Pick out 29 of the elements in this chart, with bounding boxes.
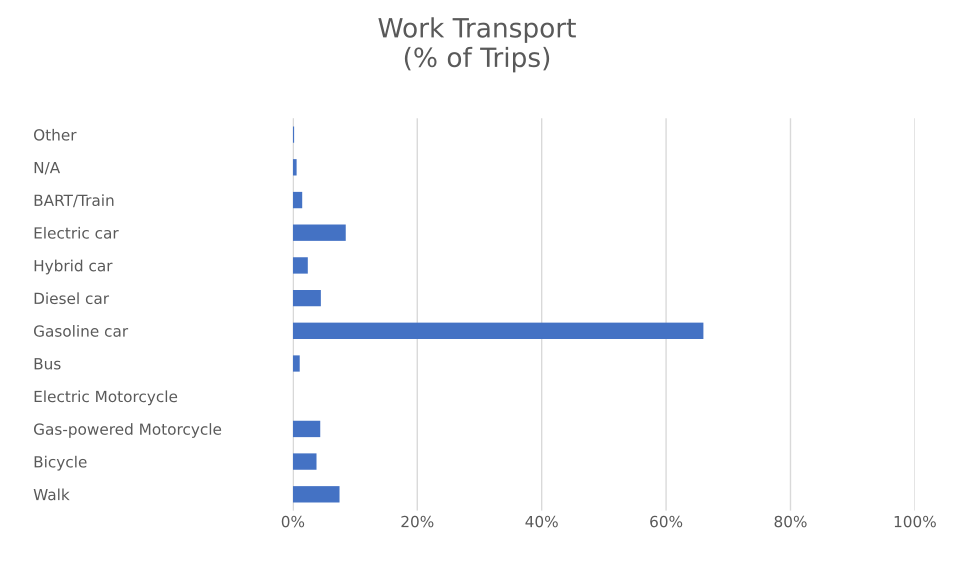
bar — [292, 192, 302, 208]
x-tick-label: 100% — [894, 516, 936, 528]
bar — [292, 322, 704, 339]
x-tick-label: 40% — [525, 516, 558, 528]
x-tick-label: 0% — [282, 516, 304, 528]
bar — [292, 486, 340, 502]
y-tick-label: Gas-powered Motorcycle — [34, 423, 222, 438]
y-tick-label: N/A — [34, 162, 60, 175]
y-tick-label: Hybrid car — [34, 260, 113, 274]
bar — [292, 453, 317, 470]
y-tick-label: Walk — [34, 488, 70, 500]
y-tick-label: Bicycle — [34, 456, 87, 471]
y-tick-label: Bus — [34, 358, 61, 370]
chart-title: Work Transport (% of Trips) — [378, 17, 576, 72]
y-tick-label: Gasoline car — [34, 325, 128, 337]
y-tick-label: Electric car — [34, 226, 119, 239]
bar — [292, 420, 320, 438]
bar — [292, 224, 346, 241]
bar — [292, 159, 297, 176]
x-tick-label: 80% — [774, 516, 807, 528]
y-tick-label: Electric Motorcycle — [34, 390, 178, 406]
bar — [292, 355, 300, 372]
y-tick-label: BART/Train — [34, 194, 114, 208]
bar — [292, 290, 321, 306]
y-tick-label: Other — [34, 128, 77, 141]
y-tick-label: Diesel car — [34, 292, 110, 304]
x-tick-label: 20% — [401, 516, 434, 528]
bar — [292, 257, 308, 274]
x-tick-label: 60% — [650, 516, 682, 528]
